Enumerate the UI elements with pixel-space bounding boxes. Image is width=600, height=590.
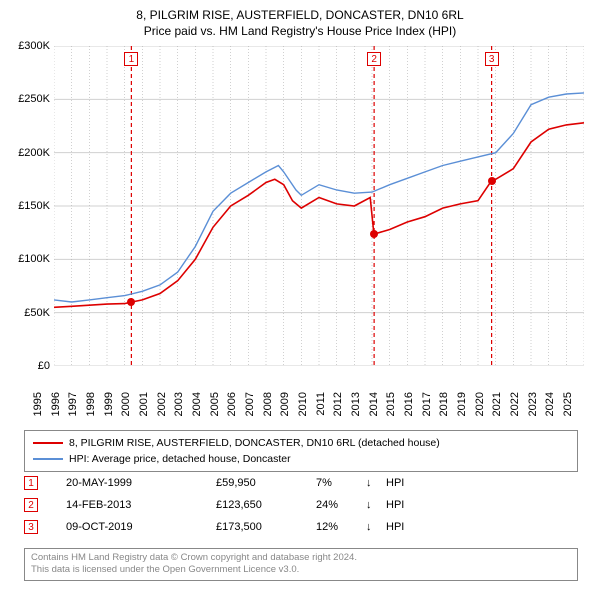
event-price: £173,500 [216, 521, 316, 533]
y-tick-label: £200K [18, 147, 50, 159]
legend-row: HPI: Average price, detached house, Donc… [33, 451, 569, 467]
legend-label: 8, PILGRIM RISE, AUSTERFIELD, DONCASTER,… [69, 437, 440, 449]
down-arrow-icon: ↓ [366, 521, 386, 533]
legend-box: 8, PILGRIM RISE, AUSTERFIELD, DONCASTER,… [24, 430, 578, 472]
event-price: £123,650 [216, 499, 316, 511]
legend-row: 8, PILGRIM RISE, AUSTERFIELD, DONCASTER,… [33, 435, 569, 451]
events-row: 1 20-MAY-1999£59,9507%↓HPI [24, 472, 578, 494]
event-dot [370, 230, 378, 238]
plot-area: 1 2 3 [54, 46, 584, 366]
event-marker: 2 [367, 52, 381, 66]
event-hpi-label: HPI [386, 477, 426, 489]
down-arrow-icon: ↓ [366, 477, 386, 489]
event-number-marker: 1 [24, 476, 38, 490]
event-marker: 1 [124, 52, 138, 66]
legend-swatch [33, 458, 63, 460]
y-tick-label: £150K [18, 200, 50, 212]
footer-line-2: This data is licensed under the Open Gov… [31, 564, 571, 576]
event-hpi-label: HPI [386, 499, 426, 511]
event-dot [127, 298, 135, 306]
events-table: 120-MAY-1999£59,9507%↓HPI214-FEB-2013£12… [24, 472, 578, 538]
footer-line-1: Contains HM Land Registry data © Crown c… [31, 552, 571, 564]
event-marker: 3 [485, 52, 499, 66]
event-dot [488, 177, 496, 185]
y-tick-label: £100K [18, 253, 50, 265]
y-tick-label: £250K [18, 93, 50, 105]
event-date: 09-OCT-2019 [66, 521, 216, 533]
event-pct: 7% [316, 477, 366, 489]
legend-label: HPI: Average price, detached house, Donc… [69, 453, 291, 465]
title-line-1: 8, PILGRIM RISE, AUSTERFIELD, DONCASTER,… [0, 8, 600, 22]
event-date: 20-MAY-1999 [66, 477, 216, 489]
x-tick-label: 2025 [562, 392, 584, 416]
event-number-marker: 3 [24, 520, 38, 534]
event-pct: 24% [316, 499, 366, 511]
footer-box: Contains HM Land Registry data © Crown c… [24, 548, 578, 581]
events-row: 3 09-OCT-2019£173,50012%↓HPI [24, 516, 578, 538]
events-row: 2 14-FEB-2013£123,65024%↓HPI [24, 494, 578, 516]
chart-svg [54, 46, 584, 366]
event-number-marker: 2 [24, 498, 38, 512]
y-tick-label: £50K [24, 307, 50, 319]
series-price_paid [54, 123, 584, 307]
title-line-2: Price paid vs. HM Land Registry's House … [0, 24, 600, 38]
chart-container: 123 £0£50K£100K£150K£200K£250K£300K 1995… [10, 46, 590, 386]
down-arrow-icon: ↓ [366, 499, 386, 511]
event-pct: 12% [316, 521, 366, 533]
legend-swatch [33, 442, 63, 444]
chart-title-block: 8, PILGRIM RISE, AUSTERFIELD, DONCASTER,… [0, 0, 600, 42]
event-price: £59,950 [216, 477, 316, 489]
event-hpi-label: HPI [386, 521, 426, 533]
y-tick-label: £0 [38, 360, 50, 372]
y-tick-label: £300K [18, 40, 50, 52]
event-date: 14-FEB-2013 [66, 499, 216, 511]
